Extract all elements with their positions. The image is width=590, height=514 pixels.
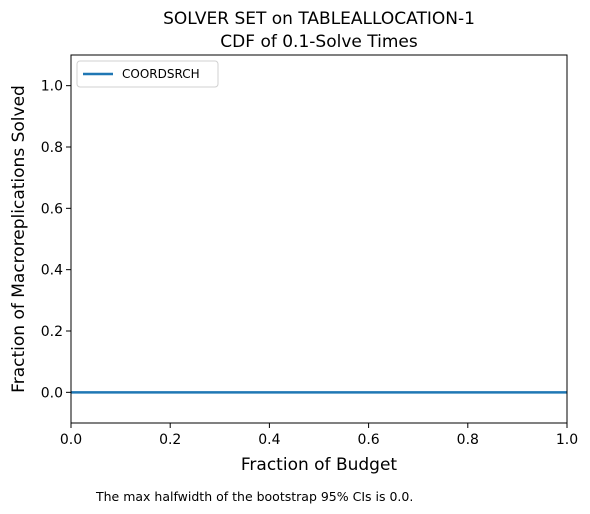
footnote: The max halfwidth of the bootstrap 95% C… (95, 489, 413, 504)
x-tick-label: 0.2 (159, 432, 181, 448)
y-tick-label: 0.8 (41, 140, 63, 156)
legend: COORDSRCH (76, 60, 219, 88)
legend-label-coordsrch: COORDSRCH (122, 67, 200, 81)
y-axis: 0.0 0.2 0.4 0.6 0.8 1.0 (41, 79, 71, 401)
chart-title: SOLVER SET on TABLEALLOCATION-1 (163, 9, 475, 29)
legend-box (76, 60, 219, 88)
x-tick-label: 0.6 (357, 432, 379, 448)
y-tick-label: 0.6 (41, 201, 63, 217)
y-tick-label: 0.4 (41, 263, 63, 279)
x-tick-label: 0.0 (60, 432, 82, 448)
y-tick-label: 0.2 (41, 324, 63, 340)
x-axis: 0.0 0.2 0.4 0.6 0.8 1.0 (60, 423, 578, 448)
chart-subtitle: CDF of 0.1-Solve Times (220, 32, 418, 52)
x-tick-label: 1.0 (556, 432, 578, 448)
y-tick-label: 1.0 (41, 79, 63, 95)
y-axis-label: Fraction of Macroreplications Solved (9, 85, 29, 393)
y-tick-label: 0.0 (41, 385, 63, 401)
x-tick-label: 0.4 (258, 432, 280, 448)
axes-frame (70, 54, 568, 424)
x-tick-label: 0.8 (457, 432, 479, 448)
x-axis-label: Fraction of Budget (241, 455, 398, 475)
